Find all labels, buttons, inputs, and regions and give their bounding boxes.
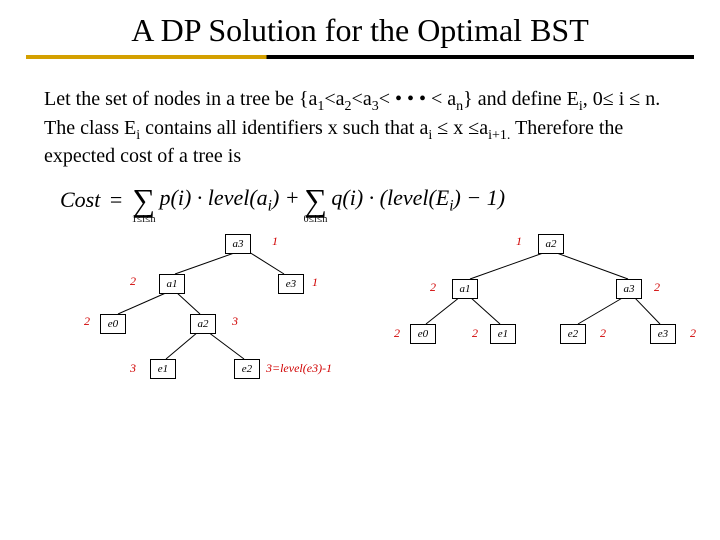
level-label: 3=level(e3)-1 <box>266 361 332 376</box>
tree-node: a1 <box>452 279 478 299</box>
level-label: 2 <box>394 326 400 341</box>
tree-node: a2 <box>538 234 564 254</box>
level-label: 2 <box>654 280 660 295</box>
tree-node: e0 <box>410 324 436 344</box>
level-label: 2 <box>430 280 436 295</box>
tree-edges <box>0 224 720 454</box>
tree-node: e3 <box>278 274 304 294</box>
page-title: A DP Solution for the Optimal BST <box>0 0 720 49</box>
tree-node: e2 <box>234 359 260 379</box>
tree-node: e3 <box>650 324 676 344</box>
level-label: 2 <box>472 326 478 341</box>
level-label: 3 <box>130 361 136 376</box>
tree-node: e0 <box>100 314 126 334</box>
tree-node: a3 <box>225 234 251 254</box>
level-label: 2 <box>130 274 136 289</box>
tree-node: a1 <box>159 274 185 294</box>
level-label: 2 <box>600 326 606 341</box>
level-label: 2 <box>690 326 696 341</box>
level-label: 1 <box>272 234 278 249</box>
trees-diagram: a3a1e3e0a2e1e21212333=level(e3)-1a2a1a3e… <box>0 224 720 454</box>
tree-node: e1 <box>150 359 176 379</box>
title-underline <box>26 55 694 59</box>
tree-node: e1 <box>490 324 516 344</box>
tree-node: a2 <box>190 314 216 334</box>
level-label: 3 <box>232 314 238 329</box>
sigma-2-icon: ∑0≤i≤n <box>304 177 328 224</box>
level-label: 2 <box>84 314 90 329</box>
level-label: 1 <box>312 275 318 290</box>
sigma-1-icon: ∑1≤i≤n <box>132 177 156 224</box>
tree-node: a3 <box>616 279 642 299</box>
body-paragraph: Let the set of nodes in a tree be {a1<a2… <box>44 87 676 169</box>
level-label: 1 <box>516 234 522 249</box>
cost-formula: Cost = ∑1≤i≤n p(i) · level(ai) + ∑0≤i≤n … <box>60 177 720 224</box>
tree-node: e2 <box>560 324 586 344</box>
